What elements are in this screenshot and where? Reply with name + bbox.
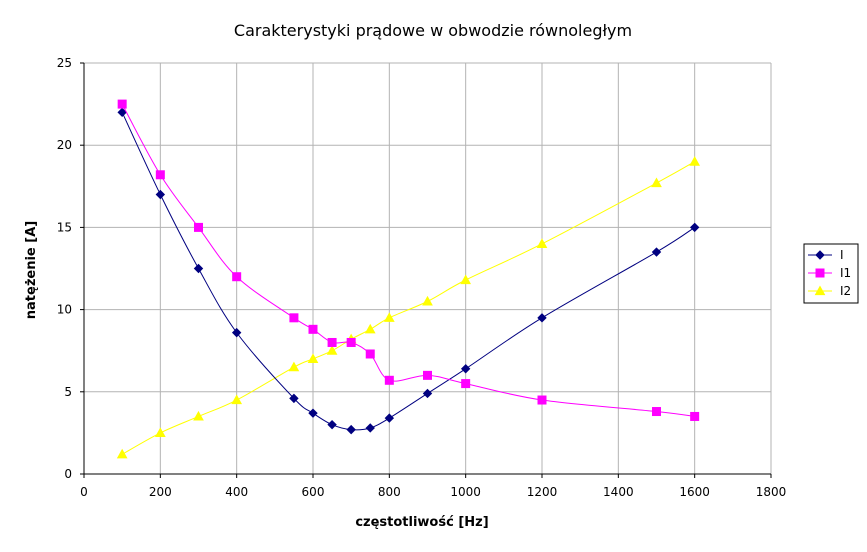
legend-marker-I — [815, 250, 825, 260]
data-point-I2 — [326, 345, 338, 355]
data-point-I2 — [651, 177, 662, 188]
y-tick-label: 25 — [57, 56, 72, 70]
data-point-I2 — [116, 448, 128, 459]
data-point-I2 — [536, 238, 548, 248]
data-point-I1 — [346, 337, 356, 347]
data-point-I — [537, 313, 547, 323]
data-point-I2 — [383, 312, 395, 322]
series-I1 — [117, 99, 700, 421]
y-tick-label: 20 — [57, 138, 72, 152]
x-tick-label: 1400 — [603, 485, 634, 499]
data-point-I1 — [232, 272, 242, 282]
x-tick-label: 1000 — [450, 485, 481, 499]
data-point-I2 — [307, 353, 319, 364]
y-tick-label: 10 — [57, 303, 72, 317]
data-point-I — [460, 364, 471, 374]
data-point-I2 — [154, 427, 166, 437]
data-point-I — [327, 419, 337, 430]
chart-title: Carakterystyki prądowe w obwodzie równol… — [234, 21, 632, 40]
x-tick-label: 1800 — [756, 485, 787, 499]
data-point-I — [346, 424, 356, 435]
data-point-I1 — [537, 395, 547, 405]
data-point-I1 — [117, 99, 127, 109]
y-tick-label: 15 — [57, 220, 72, 234]
data-point-I1 — [461, 379, 471, 389]
data-point-I1 — [289, 313, 299, 323]
x-axis-label: częstotliwość [Hz] — [355, 515, 488, 530]
data-point-I1 — [365, 349, 375, 359]
data-point-I — [689, 222, 700, 233]
data-point-I — [117, 107, 127, 118]
axes — [80, 62, 772, 478]
data-point-I — [231, 327, 242, 338]
data-point-I — [155, 189, 166, 200]
x-tick-label: 600 — [302, 485, 325, 499]
data-point-I — [384, 413, 395, 423]
data-point-I2 — [460, 274, 472, 285]
data-point-I1 — [155, 170, 165, 180]
legend-marker-I2 — [814, 285, 826, 296]
data-point-I2 — [231, 394, 243, 405]
x-tick-label: 1200 — [527, 485, 558, 499]
legend-label-I1: I1 — [840, 266, 851, 280]
data-point-I2 — [364, 323, 376, 334]
legend: I I1 I2 — [803, 243, 859, 304]
x-tick-label: 1600 — [679, 485, 710, 499]
series-I — [117, 107, 700, 435]
legend-label-I: I — [840, 248, 844, 262]
data-point-I1 — [423, 370, 432, 380]
data-point-I1 — [384, 375, 394, 385]
data-point-I1 — [308, 324, 318, 334]
data-point-I1 — [194, 222, 203, 232]
data-point-I — [193, 263, 204, 274]
data-point-I2 — [288, 361, 300, 372]
y-axis-label: natężenie [A] — [24, 221, 39, 319]
y-tick-label: 0 — [64, 467, 72, 481]
tick-labels: 0 200 400 600 800 1000 1200 1400 1600 1800 0 5 10 15 2… — [57, 56, 787, 499]
data-point-I2 — [422, 295, 433, 306]
series-layer — [116, 99, 701, 459]
legend-label-I2: I2 — [840, 284, 851, 298]
data-point-I2 — [689, 156, 701, 166]
data-point-I — [422, 388, 433, 399]
data-point-I1 — [690, 411, 700, 421]
data-point-I — [308, 408, 318, 418]
y-tick-label: 5 — [64, 385, 72, 399]
x-tick-label: 0 — [80, 485, 88, 499]
data-point-I1 — [327, 337, 337, 347]
legend-marker-I1 — [815, 268, 825, 278]
data-point-I — [365, 423, 375, 433]
x-tick-label: 400 — [225, 485, 248, 499]
x-tick-label: 200 — [149, 485, 172, 499]
data-point-I2 — [193, 410, 204, 421]
data-point-I — [651, 247, 662, 257]
data-point-I — [289, 393, 299, 404]
x-tick-label: 800 — [378, 485, 401, 499]
data-point-I1 — [652, 407, 661, 417]
